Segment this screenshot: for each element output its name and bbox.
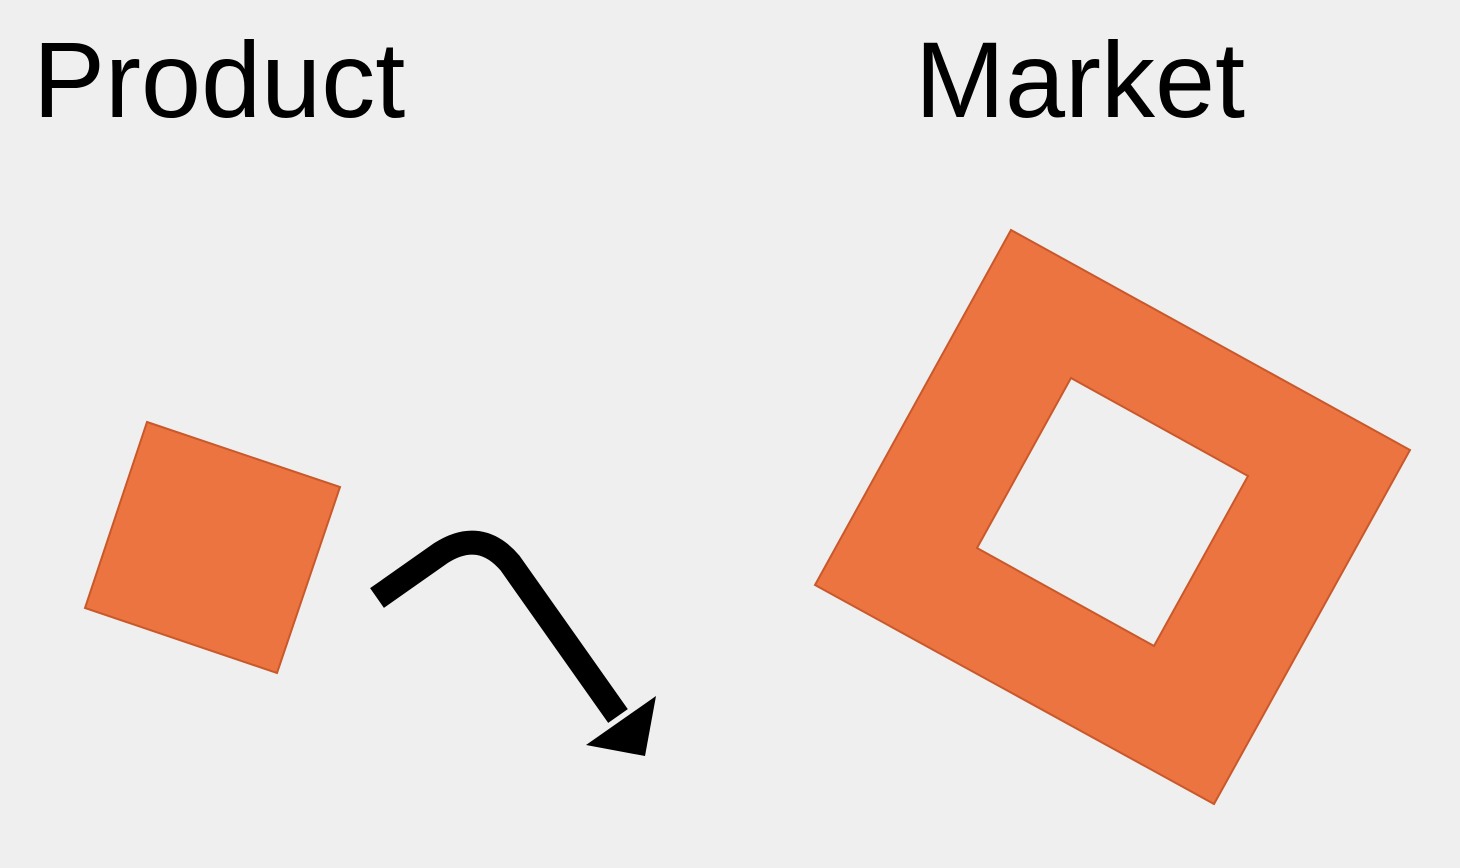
arrow-shaft — [370, 530, 628, 723]
product-square — [83, 420, 342, 675]
market-label: Market — [915, 19, 1246, 140]
product-label: Product — [33, 19, 406, 140]
arrow-head — [586, 696, 656, 756]
market-frame — [813, 228, 1412, 806]
bent-arrow-icon — [370, 530, 656, 756]
